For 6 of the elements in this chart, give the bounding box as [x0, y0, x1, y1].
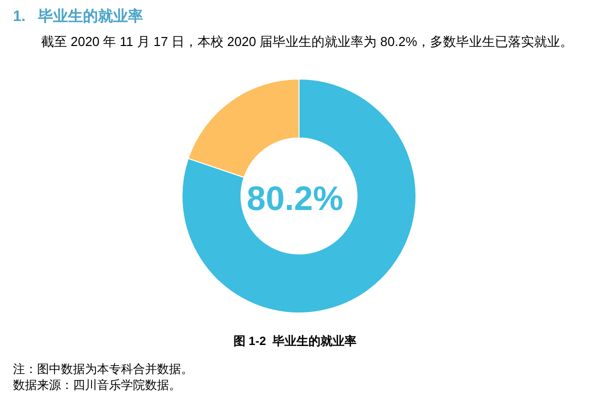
text: 注：图中数据为本专科合并数据。 — [13, 362, 193, 376]
chart-title: 1. 毕业生的就业率 — [13, 7, 144, 25]
caption: 图 1-2 毕业生的就业率 — [233, 334, 357, 348]
text: 80.2% — [246, 180, 344, 218]
chart-subtitle: 截至 2020 年 11 月 17 日，本校 2020 届毕业生的就业率为 80.2%，多数毕业生已落实就业。 — [41, 34, 574, 49]
source-note: 数据来源：四川音乐学院数据。 — [13, 378, 181, 392]
